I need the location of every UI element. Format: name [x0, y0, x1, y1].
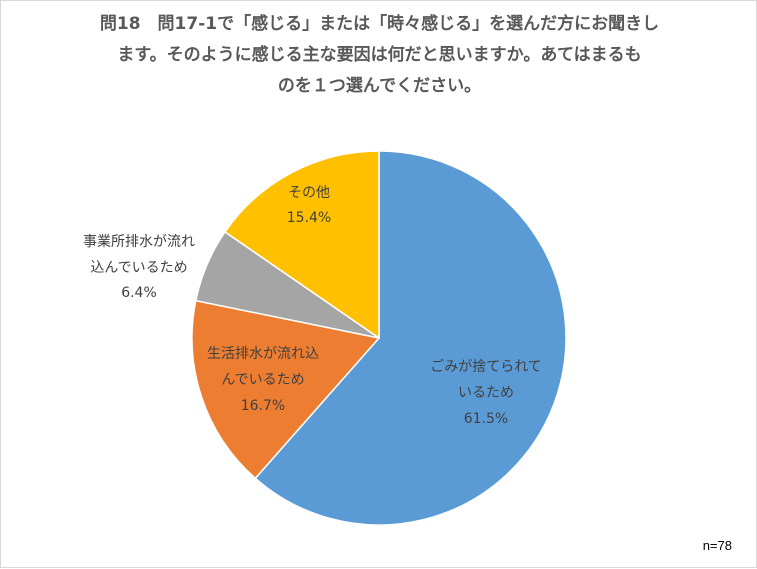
pie-slices — [191, 150, 567, 526]
chart-title-line-2: ます。そのように感じる主な要因は何だと思いますか。あてはまるも — [117, 45, 642, 65]
chart-title-line-3: のを１つ選んでください。 — [277, 76, 482, 96]
slice-percent-sonota: 15.4% — [287, 210, 331, 226]
slice-label-jigyosho-line-1: 事業所排水が流れ — [83, 234, 195, 250]
slice-label-gomi-line-2: いるため — [458, 385, 514, 401]
chart-title: 問18 問17-1で「感じる」または「時々感じる」を選んだ方にお聞きし ます。そ… — [41, 9, 718, 102]
slice-percent-seikatsu: 16.7% — [241, 398, 285, 414]
slice-percent-gomi: 61.5% — [464, 411, 508, 427]
slice-label-sonota-line-1: その他 — [288, 185, 330, 201]
slice-label-gomi-line-1: ごみが捨てられて — [430, 358, 542, 375]
pie-slice-seikatsu — [191, 299, 381, 480]
slice-label-jigyosho-line-2: 込んでいるため — [90, 260, 187, 276]
chart-title-line-1: 問18 問17-1で「感じる」または「時々感じる」を選んだ方にお聞きし — [99, 14, 660, 34]
slice-label-seikatsu-line-2: んでいるため — [221, 372, 304, 388]
slice-percent-jigyosho: 6.4% — [121, 285, 157, 301]
sample-size-note: n=78 — [702, 538, 732, 553]
pie-slice-gomi — [254, 150, 567, 526]
pie-slice-sonota — [223, 150, 380, 340]
slice-label-seikatsu-line-1: 生活排水が流れ込 — [207, 346, 319, 362]
